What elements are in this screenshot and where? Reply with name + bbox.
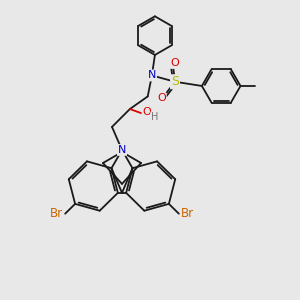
Text: O: O [142,107,151,117]
Text: H: H [151,112,158,122]
Text: N: N [148,70,156,80]
Text: Br: Br [50,207,63,220]
Text: O: O [157,93,166,103]
Text: Br: Br [181,207,194,220]
Text: S: S [171,75,179,88]
Text: O: O [171,58,179,68]
Text: N: N [118,145,126,155]
